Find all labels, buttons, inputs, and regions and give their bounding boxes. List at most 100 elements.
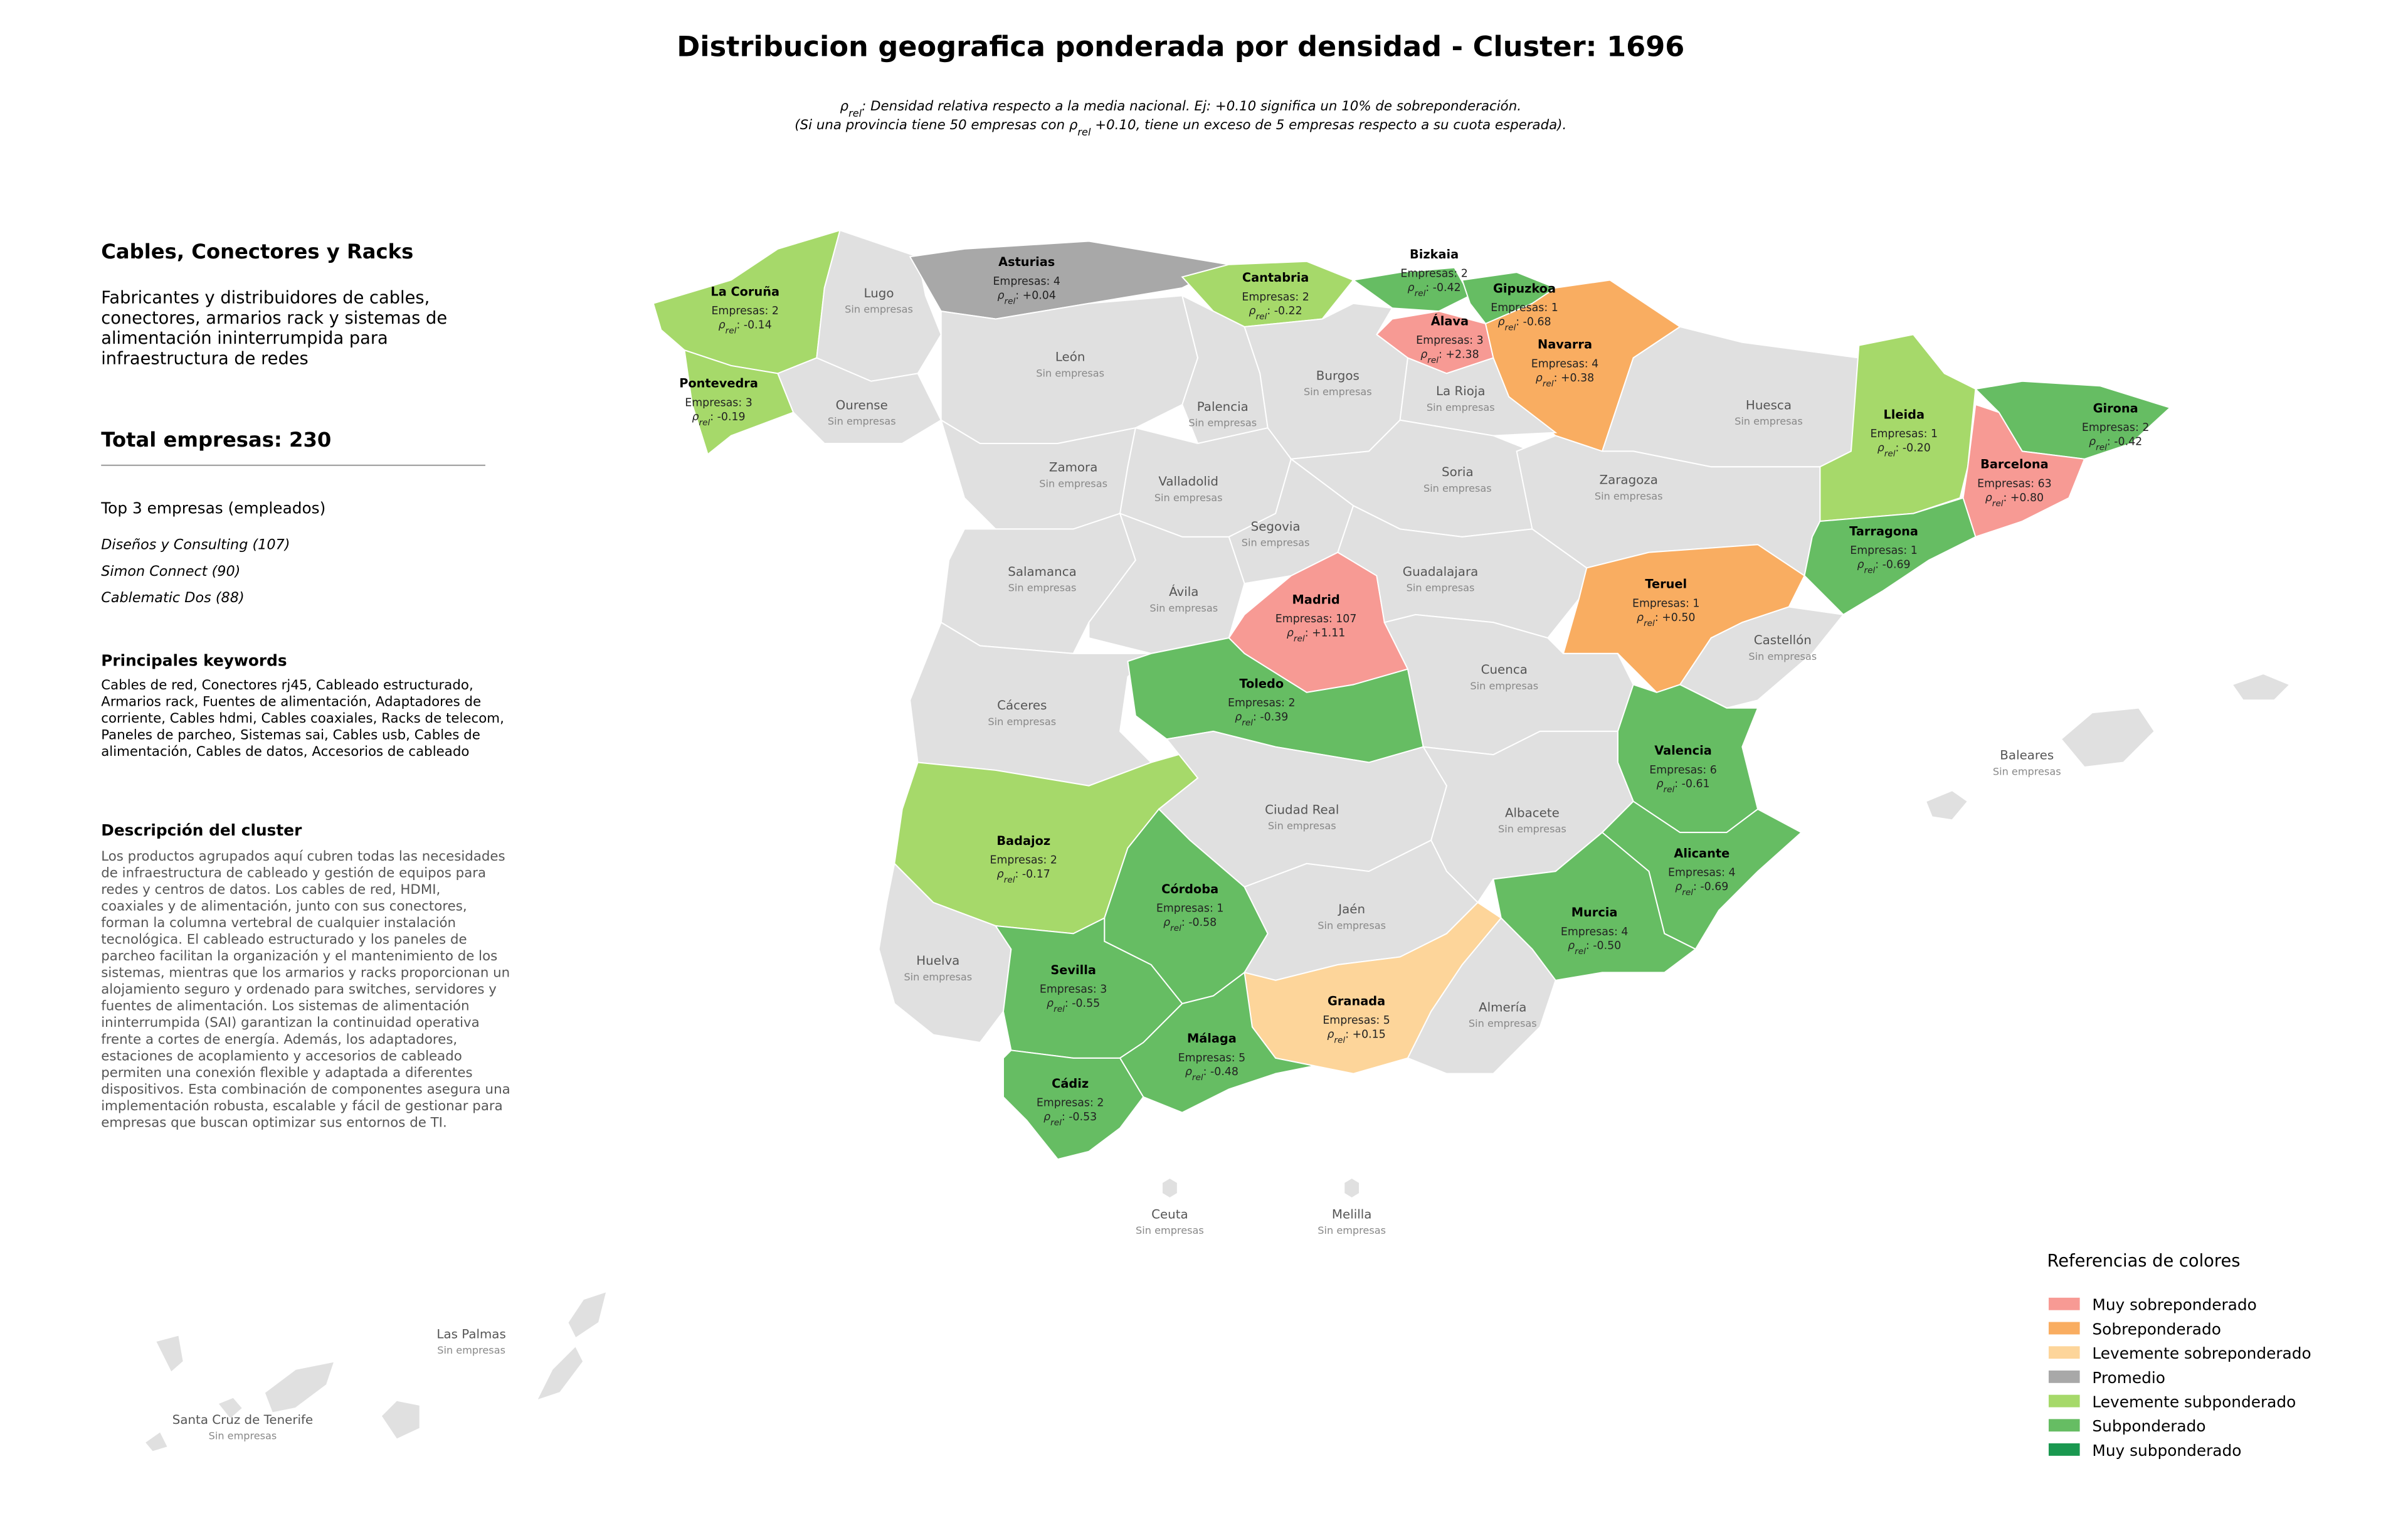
- density-separator: :: [1305, 627, 1312, 640]
- province-count: Empresas: 2: [1400, 268, 1467, 280]
- density-separator: :: [710, 411, 717, 423]
- density-separator: :: [1554, 372, 1561, 385]
- province-count: Empresas: 1: [1850, 544, 1917, 557]
- no-data: Sin empresas: [1748, 650, 1817, 662]
- province-name: Cantabria: [1242, 270, 1309, 285]
- province-count: Empresas: 2: [2082, 422, 2149, 434]
- summary-line: conectores, armarios rack y sistemas de: [101, 309, 447, 328]
- panel-heading: Cables, Conectores y Racks: [101, 240, 413, 263]
- province-count: Empresas: 2: [1228, 697, 1295, 709]
- province: [940, 295, 1199, 444]
- density-subscript: rel: [1005, 296, 1016, 306]
- density-value: -0.68: [1523, 316, 1551, 328]
- keywords-line: Cables de red, Conectores rj45, Cableado…: [101, 677, 473, 693]
- title: Distribucion geografica ponderada por de…: [677, 30, 1684, 63]
- province: [684, 349, 795, 456]
- province: [1119, 971, 1315, 1113]
- density-subscript: rel: [1664, 785, 1675, 795]
- density-subscript: rel: [1415, 289, 1426, 299]
- description-line: implementación robusta, escalable y fáci…: [101, 1098, 503, 1114]
- legend-swatch: [2048, 1322, 2080, 1335]
- province-count: Empresas: 5: [1178, 1052, 1245, 1064]
- legend-swatch: [2048, 1370, 2080, 1383]
- description-line: tecnológica. El cableado estructurado y …: [101, 932, 467, 948]
- province-name: Baleares: [2000, 748, 2054, 763]
- no-data: Sin empresas: [1318, 1224, 1386, 1236]
- density-symbol: ρ: [692, 411, 699, 423]
- density-separator: :: [1693, 881, 1700, 893]
- legend-label: Sobreponderado: [2092, 1320, 2221, 1338]
- province-density: ρrel: -0.68: [1497, 316, 1551, 332]
- province: [1962, 403, 2086, 538]
- summary-line: Fabricantes y distribuidores de cables,: [101, 289, 430, 308]
- no-data: Sin empresas: [1039, 477, 1107, 489]
- density-subscript: rel: [699, 418, 710, 428]
- density-value: -0.14: [744, 319, 772, 331]
- density-value: -0.20: [1903, 442, 1931, 454]
- province-name: Girona: [2093, 401, 2138, 415]
- province: [909, 621, 1153, 787]
- province-density: ρrel: -0.39: [1235, 711, 1288, 728]
- density-separator: :: [1896, 442, 1903, 454]
- description-line: parcheo facilitan la organización y el m…: [101, 948, 497, 964]
- legend-label: Levemente subponderado: [2092, 1393, 2296, 1411]
- density-value: -0.39: [1260, 711, 1288, 724]
- subtitle-part: +0.10, tiene un exceso de 5 empresas res…: [1090, 117, 1566, 133]
- density-value: +0.80: [2010, 492, 2044, 504]
- province-name: Teruel: [1645, 577, 1687, 592]
- density-value: -0.22: [1274, 305, 1302, 317]
- keywords-line: Paneles de parcheo, Sistemas sai, Cables…: [101, 728, 480, 743]
- density-symbol: ρ: [1637, 612, 1644, 624]
- province-name: Ávila: [1169, 585, 1198, 599]
- density-subscript: rel: [1575, 947, 1586, 957]
- province-name: La Rioja: [1436, 384, 1486, 398]
- province-count: Empresas: 2: [1242, 291, 1309, 304]
- province-name: Zaragoza: [1600, 472, 1658, 487]
- province-name: Santa Cruz de Tenerife: [172, 1413, 313, 1427]
- density-symbol: ρ: [1568, 940, 1575, 952]
- density-subscript: rel: [1054, 1004, 1065, 1014]
- legend-swatch: [2048, 1346, 2080, 1359]
- keywords-line: alimentación, Cables de datos, Accesorio…: [101, 744, 469, 760]
- province-density: ρrel: +0.04: [998, 289, 1056, 306]
- province: [1925, 790, 1969, 821]
- province-density: ρrel: +2.38: [1420, 349, 1479, 366]
- subtitle: (Si una provincia tiene 50 empresas con …: [795, 117, 1566, 138]
- province-count: Empresas: 107: [1275, 613, 1357, 625]
- no-data: Sin empresas: [1470, 680, 1538, 692]
- summary-line: alimentación ininterrumpida para: [101, 329, 388, 348]
- subtitle: ρrel: Densidad relativa respecto a la me…: [840, 98, 1521, 119]
- province-name: La Coruña: [710, 284, 779, 299]
- description-line: forman la columna vertebral de cualquier…: [101, 915, 456, 931]
- density-value: -0.69: [1700, 881, 1728, 893]
- density-separator: :: [1267, 305, 1274, 317]
- province-name: Segovia: [1251, 519, 1301, 534]
- no-data: Sin empresas: [1268, 820, 1336, 832]
- no-data: Sin empresas: [1242, 537, 1310, 549]
- province: [154, 1334, 184, 1374]
- density-symbol: ρ: [1536, 372, 1543, 385]
- description-line: sistemas, mientras que los armarios y ra…: [101, 965, 510, 981]
- density-value: -0.61: [1682, 778, 1710, 790]
- province: [1407, 917, 1556, 1074]
- province-count: Empresas: 5: [1323, 1014, 1390, 1027]
- province-name: Cuenca: [1481, 662, 1528, 677]
- density-symbol: ρ: [1877, 442, 1884, 454]
- province-count: Empresas: 1: [1632, 597, 1699, 610]
- province: [1819, 334, 1977, 523]
- density-subscript: rel: [1884, 448, 1896, 459]
- province-name: León: [1055, 350, 1085, 364]
- province-name: Las Palmas: [436, 1327, 505, 1341]
- density-symbol: ρ: [2089, 435, 2096, 448]
- province-name: Badajoz: [996, 834, 1050, 848]
- province-name: Bizkaia: [1410, 247, 1459, 262]
- province-density: ρrel: +0.50: [1637, 612, 1695, 629]
- province-count: Empresas: 3: [685, 396, 752, 409]
- density-separator: :: [1203, 1066, 1210, 1078]
- no-data: Sin empresas: [845, 304, 913, 316]
- province-count: Empresas: 4: [1531, 358, 1598, 370]
- density-subscript: rel: [1050, 1118, 1062, 1128]
- province-density: ρrel: -0.42: [1408, 282, 1461, 299]
- legend-swatch: [2048, 1419, 2080, 1432]
- province-count: Empresas: 2: [990, 854, 1057, 867]
